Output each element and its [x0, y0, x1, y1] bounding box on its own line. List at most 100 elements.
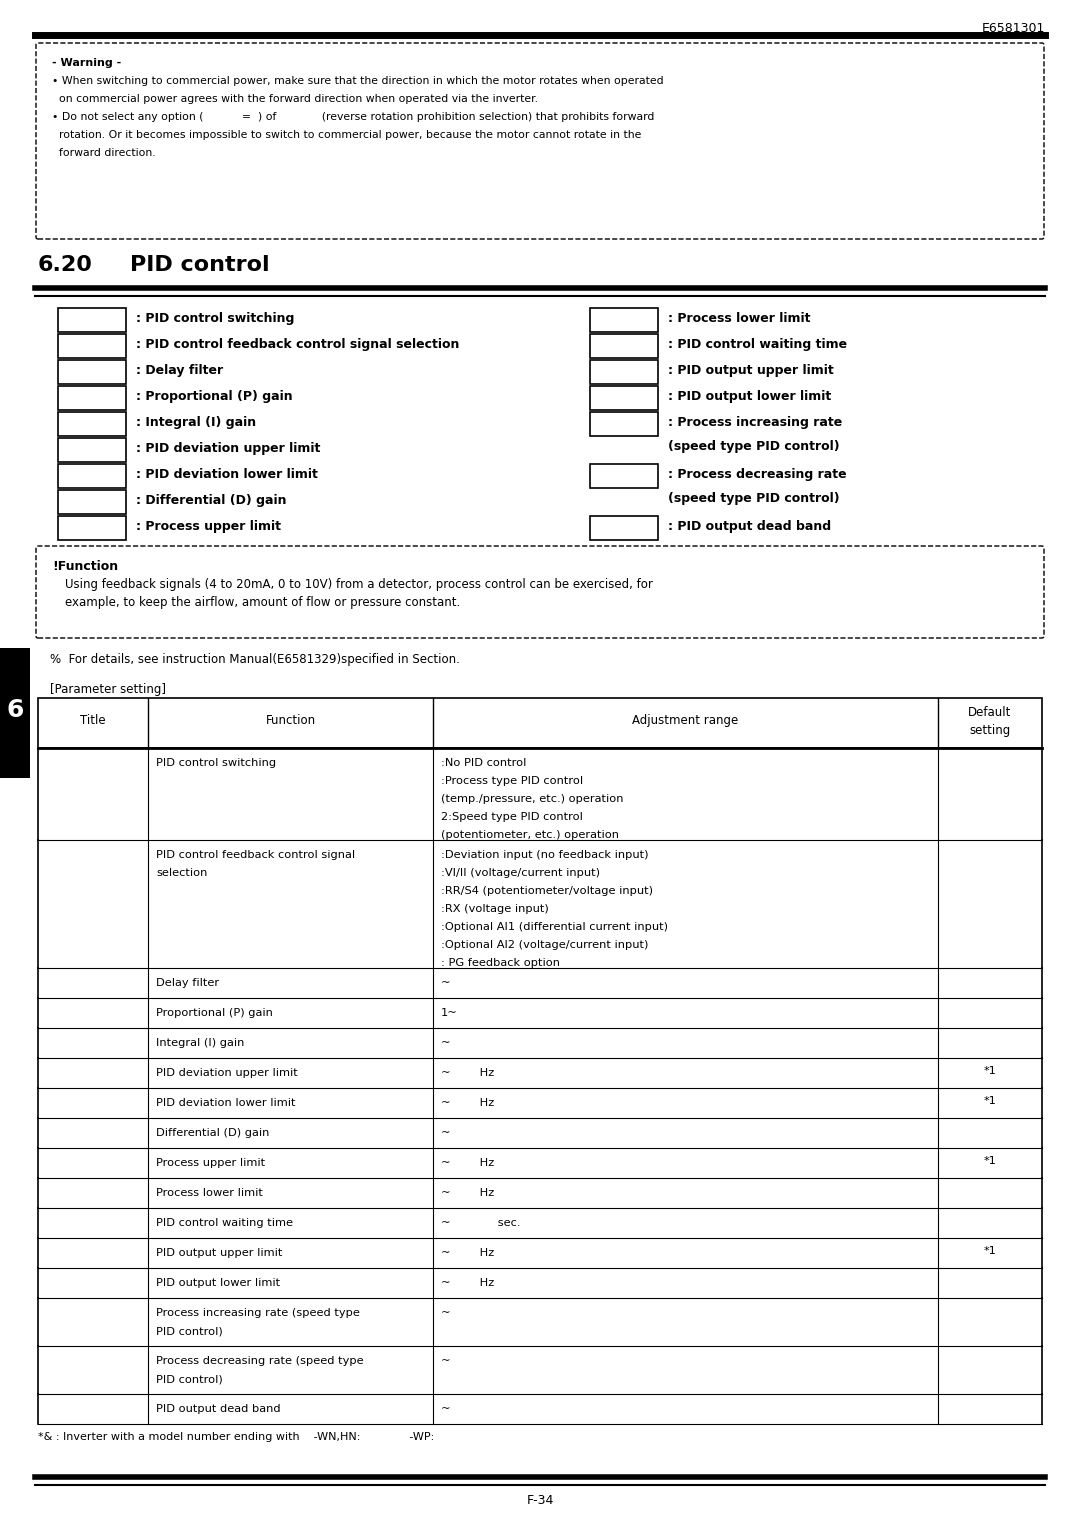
- Bar: [58, 490, 126, 515]
- Text: PID output lower limit: PID output lower limit: [156, 1278, 280, 1288]
- Text: Title: Title: [80, 714, 106, 728]
- Text: ~: ~: [441, 1039, 450, 1048]
- Text: :Deviation input (no feedback input): :Deviation input (no feedback input): [441, 850, 648, 859]
- FancyBboxPatch shape: [36, 545, 1044, 637]
- Text: Integral (I) gain: Integral (I) gain: [156, 1039, 244, 1048]
- Text: :Optional AI1 (differential current input): :Optional AI1 (differential current inpu…: [441, 922, 669, 931]
- Text: : PID deviation lower limit: : PID deviation lower limit: [136, 467, 318, 481]
- Text: Process increasing rate (speed type: Process increasing rate (speed type: [156, 1308, 360, 1318]
- Bar: [58, 386, 126, 411]
- Text: ~        Hz: ~ Hz: [441, 1068, 495, 1079]
- Text: :RR/S4 (potentiometer/voltage input): :RR/S4 (potentiometer/voltage input): [441, 885, 653, 896]
- Bar: [58, 412, 126, 437]
- Text: PID deviation lower limit: PID deviation lower limit: [156, 1098, 296, 1108]
- Text: (potentiometer, etc.) operation: (potentiometer, etc.) operation: [441, 830, 619, 840]
- Text: : Process increasing rate: : Process increasing rate: [669, 417, 842, 429]
- Text: (speed type PID control): (speed type PID control): [669, 492, 839, 506]
- Text: : Process lower limit: : Process lower limit: [669, 313, 810, 325]
- Text: : PID output upper limit: : PID output upper limit: [669, 365, 834, 377]
- Text: *1: *1: [984, 1066, 997, 1075]
- Text: : Delay filter: : Delay filter: [136, 365, 224, 377]
- Text: : PID output lower limit: : PID output lower limit: [669, 391, 832, 403]
- Text: : PID output dead band: : PID output dead band: [669, 519, 832, 533]
- Bar: [58, 334, 126, 358]
- Text: : Integral (I) gain: : Integral (I) gain: [136, 417, 256, 429]
- Bar: [590, 360, 658, 385]
- Text: : Process decreasing rate: : Process decreasing rate: [669, 467, 847, 481]
- Bar: [58, 464, 126, 489]
- Text: ~        Hz: ~ Hz: [441, 1098, 495, 1108]
- Text: 6: 6: [6, 699, 24, 722]
- Text: PID control): PID control): [156, 1374, 222, 1383]
- Text: Differential (D) gain: Differential (D) gain: [156, 1128, 269, 1138]
- Bar: [58, 360, 126, 385]
- Text: ~: ~: [441, 1403, 450, 1414]
- Text: ~: ~: [441, 977, 450, 988]
- Bar: [0, 648, 30, 778]
- Bar: [58, 308, 126, 332]
- Text: : PG feedback option: : PG feedback option: [441, 958, 561, 968]
- Text: ~        Hz: ~ Hz: [441, 1249, 495, 1258]
- Text: ~        Hz: ~ Hz: [441, 1187, 495, 1198]
- Text: Proportional (P) gain: Proportional (P) gain: [156, 1008, 273, 1017]
- Bar: [590, 516, 658, 539]
- Text: Process decreasing rate (speed type: Process decreasing rate (speed type: [156, 1356, 364, 1367]
- Text: :No PID control: :No PID control: [441, 758, 526, 768]
- Text: PID deviation upper limit: PID deviation upper limit: [156, 1068, 298, 1079]
- Bar: [590, 464, 658, 489]
- Text: : PID control feedback control signal selection: : PID control feedback control signal se…: [136, 339, 459, 351]
- Text: : PID control switching: : PID control switching: [136, 313, 295, 325]
- Text: on commercial power agrees with the forward direction when operated via the inve: on commercial power agrees with the forw…: [52, 93, 538, 104]
- Text: • Do not select any option (           =  ) of             (reverse rotation pro: • Do not select any option ( = ) of (rev…: [52, 112, 654, 123]
- Text: PID output dead band: PID output dead band: [156, 1403, 281, 1414]
- Text: Default: Default: [969, 706, 1012, 719]
- Text: setting: setting: [970, 725, 1011, 737]
- Text: F-34: F-34: [526, 1494, 554, 1507]
- Text: 6.20: 6.20: [38, 254, 93, 276]
- Text: (temp./pressure, etc.) operation: (temp./pressure, etc.) operation: [441, 794, 623, 804]
- Text: *& : Inverter with a model number ending with    -WN,HN:              -WP:: *& : Inverter with a model number ending…: [38, 1432, 434, 1442]
- Text: :VI/II (voltage/current input): :VI/II (voltage/current input): [441, 869, 600, 878]
- Text: 2:Speed type PID control: 2:Speed type PID control: [441, 812, 583, 823]
- Text: E6581301: E6581301: [982, 21, 1045, 35]
- FancyBboxPatch shape: [36, 43, 1044, 239]
- Bar: [58, 438, 126, 463]
- Text: PID control): PID control): [156, 1327, 222, 1336]
- Text: PID control switching: PID control switching: [156, 758, 276, 768]
- Text: Process lower limit: Process lower limit: [156, 1187, 262, 1198]
- Text: 1~: 1~: [441, 1008, 458, 1017]
- Text: : PID deviation upper limit: : PID deviation upper limit: [136, 443, 321, 455]
- Text: : Proportional (P) gain: : Proportional (P) gain: [136, 391, 293, 403]
- Text: *1: *1: [984, 1095, 997, 1106]
- Text: : PID control waiting time: : PID control waiting time: [669, 339, 847, 351]
- Text: PID control feedback control signal: PID control feedback control signal: [156, 850, 355, 859]
- Text: PID output upper limit: PID output upper limit: [156, 1249, 282, 1258]
- Text: selection: selection: [156, 869, 207, 878]
- Text: ~: ~: [441, 1308, 450, 1318]
- Text: : Differential (D) gain: : Differential (D) gain: [136, 493, 286, 507]
- Text: ~: ~: [441, 1356, 450, 1367]
- Text: - Warning -: - Warning -: [52, 58, 121, 67]
- Text: Process upper limit: Process upper limit: [156, 1158, 265, 1167]
- Text: Adjustment range: Adjustment range: [633, 714, 739, 728]
- Text: PID control: PID control: [130, 254, 270, 276]
- Text: !Function: !Function: [52, 561, 118, 573]
- Text: :RX (voltage input): :RX (voltage input): [441, 904, 549, 915]
- Text: Using feedback signals (4 to 20mA, 0 to 10V) from a detector, process control ca: Using feedback signals (4 to 20mA, 0 to …: [65, 578, 653, 591]
- Text: example, to keep the airflow, amount of flow or pressure constant.: example, to keep the airflow, amount of …: [65, 596, 460, 610]
- Text: ~: ~: [441, 1128, 450, 1138]
- Bar: [590, 308, 658, 332]
- Text: : Process upper limit: : Process upper limit: [136, 519, 281, 533]
- Text: PID control waiting time: PID control waiting time: [156, 1218, 293, 1229]
- Text: :Process type PID control: :Process type PID control: [441, 777, 583, 786]
- Bar: [38, 699, 1042, 748]
- Text: %  For details, see instruction Manual(E6581329)specified in Section.: % For details, see instruction Manual(E6…: [50, 653, 460, 666]
- Text: [Parameter setting]: [Parameter setting]: [50, 683, 166, 696]
- Bar: [590, 412, 658, 437]
- Text: ~             sec.: ~ sec.: [441, 1218, 521, 1229]
- Text: (speed type PID control): (speed type PID control): [669, 440, 839, 453]
- Text: *1: *1: [984, 1157, 997, 1166]
- Text: rotation. Or it becomes impossible to switch to commercial power, because the mo: rotation. Or it becomes impossible to sw…: [52, 130, 642, 139]
- Text: Function: Function: [266, 714, 315, 728]
- Text: forward direction.: forward direction.: [52, 149, 156, 158]
